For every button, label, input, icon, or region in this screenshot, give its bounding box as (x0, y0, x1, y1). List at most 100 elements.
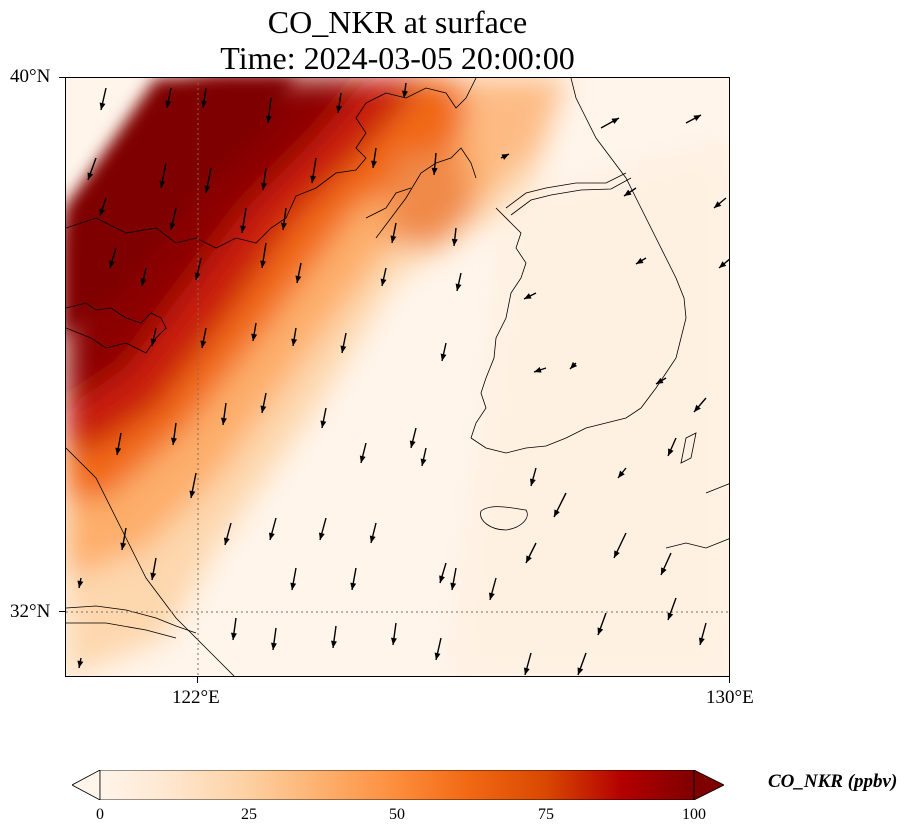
wind-arrow-head (380, 278, 387, 286)
coastlines (66, 78, 729, 676)
wind-arrow-head (668, 448, 674, 456)
wind-arrow-head (169, 222, 176, 230)
map-panel (65, 77, 730, 677)
wind-arrow-head (694, 404, 701, 412)
wind-arrow-head (220, 417, 227, 425)
map-title: CO_NKR at surface (267, 4, 528, 40)
colorbar-tick-25: 25 (241, 806, 257, 823)
wind-arrow-head (390, 637, 397, 645)
lat-label-32n: 32°N (10, 601, 51, 622)
wind-arrow-head (439, 575, 445, 583)
wind-arrow-head (636, 257, 644, 264)
wind-arrow-head (150, 572, 157, 580)
colorbar-gradient (99, 770, 695, 800)
wind-arrow-head (350, 582, 357, 590)
map-canvas (66, 78, 729, 676)
wind-arrow-head (401, 90, 408, 98)
wind-arrow-head (440, 353, 447, 361)
wind-arrow-head (230, 632, 237, 640)
wind-arrow-head (165, 100, 172, 108)
colorbar-tick-50: 50 (389, 806, 405, 823)
wind-arrow-head (390, 235, 397, 243)
wind-arrow-head (597, 627, 604, 635)
wind-arrow-head (719, 261, 727, 268)
wind-arrow-head (318, 532, 325, 540)
wind-arrow-head (656, 377, 664, 384)
map-time: Time: 2024-03-05 20:00:00 (220, 40, 575, 76)
wind-arrow-head (270, 642, 277, 650)
wind-arrow-head (450, 582, 457, 590)
wind-arrow-head (189, 490, 196, 498)
wind-arrow-head (570, 361, 578, 369)
wind-arrow-head (268, 532, 275, 540)
wind-arrow-head (290, 582, 297, 590)
gridlines (66, 78, 729, 676)
wind-arrow-head (667, 612, 674, 620)
wind-arrow-head (451, 238, 458, 246)
wind-arrow-head (577, 667, 584, 675)
wind-arrow-head (251, 333, 258, 341)
wind-arrow-head (359, 455, 366, 463)
colorbar-tick-75: 75 (538, 806, 554, 823)
wind-arrow-head (159, 180, 166, 188)
wind-arrow-head (693, 115, 701, 121)
wind-arrow-head (201, 100, 208, 108)
wind-arrow-head (554, 509, 560, 517)
wind-arrow-head (260, 260, 267, 268)
wind-arrow-head (501, 154, 509, 160)
lat-label-40n: 40°N (10, 66, 51, 87)
wind-arrow-head (526, 555, 532, 563)
lon-label-122e: 122°E (172, 687, 220, 708)
wind-arrow-head (336, 105, 343, 113)
wind-arrow-head (120, 542, 127, 550)
wind-arrow-head (223, 537, 230, 545)
lon-tick-130e (729, 677, 730, 683)
wind-arrow-head (295, 275, 302, 283)
wind-arrow-head (409, 440, 416, 448)
wind-arrow-head (529, 478, 536, 486)
wind-arrow-head (618, 470, 625, 478)
wind-arrow-head (260, 182, 267, 190)
wind-arrow-head (140, 278, 147, 286)
wind-arrow-head (204, 185, 211, 193)
wind-arrow-head (698, 637, 705, 645)
wind-arrow-head (371, 160, 378, 168)
colorbar-label: CO_NKR (ppbv) (768, 771, 898, 792)
colorbar (72, 770, 724, 800)
wind-arrow-head (488, 592, 495, 600)
wind-arrow-head (420, 458, 427, 466)
wind-arrow-head (87, 172, 94, 180)
wind-arrow-head (280, 222, 287, 230)
wind-arrow-head (455, 283, 462, 291)
wind-arrow-head (77, 660, 84, 668)
wind-arrow-head (291, 338, 298, 346)
wind-arrow-head (260, 405, 267, 413)
lon-tick-122e (197, 677, 198, 683)
wind-arrow-head (534, 366, 542, 373)
wind-arrow-head (99, 102, 106, 110)
wind-arrow-head (523, 667, 530, 675)
wind-arrow-head (524, 293, 532, 299)
colorbar-min-extend (72, 770, 101, 800)
wind-arrow-head (434, 652, 441, 660)
wind-arrow-head (77, 580, 84, 588)
wind-arrow-head (320, 420, 327, 428)
lat-tick-40n (59, 77, 65, 78)
wind-arrow-head (714, 201, 722, 208)
wind-arrow-head (150, 338, 157, 346)
wind-arrow-head (109, 260, 115, 268)
wind-arrow-head (614, 550, 620, 558)
wind-arrow-head (194, 272, 201, 280)
wind-arrow-head (265, 115, 272, 123)
lon-label-130e: 130°E (706, 687, 754, 708)
wind-arrow-head (369, 535, 376, 543)
wind-arrow-head (240, 225, 247, 233)
wind-arrow-head (661, 567, 667, 575)
wind-arrow-head (340, 345, 347, 353)
lat-tick-32n (59, 611, 65, 612)
wind-arrow-head (310, 175, 317, 183)
wind-arrow-head (99, 208, 106, 216)
colorbar-tick-0: 0 (96, 806, 104, 823)
colorbar-tick-100: 100 (682, 806, 706, 823)
wind-arrow-head (611, 118, 619, 125)
